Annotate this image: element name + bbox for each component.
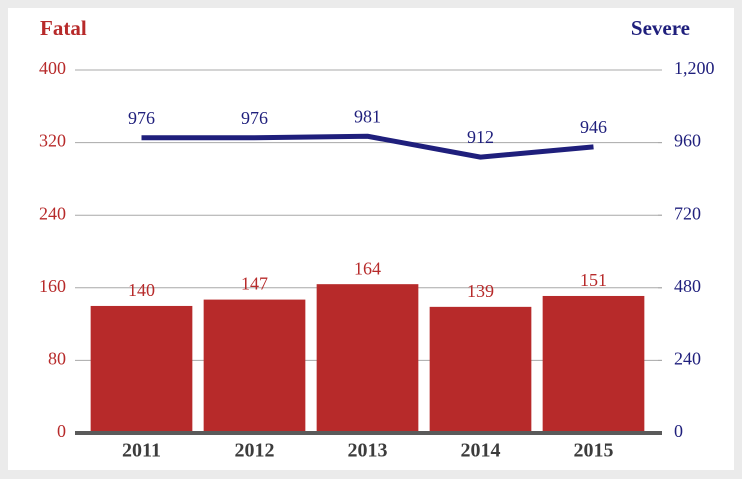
bar	[542, 295, 645, 433]
line-value-label: 912	[467, 127, 494, 147]
y2-tick-label: 240	[674, 349, 701, 369]
bar	[90, 305, 193, 433]
line-value-label: 976	[241, 108, 268, 128]
bar	[316, 284, 419, 433]
y-tick-label: 320	[39, 131, 66, 151]
x-tick-label: 2015	[574, 440, 614, 462]
bar-value-label: 139	[467, 281, 494, 301]
y-tick-label: 400	[39, 58, 66, 78]
y2-tick-label: 0	[674, 421, 683, 441]
x-tick-label: 2014	[461, 440, 501, 462]
line-value-label: 946	[580, 117, 607, 137]
y-tick-label: 80	[48, 349, 66, 369]
bar	[203, 299, 306, 433]
y2-tick-label: 480	[674, 276, 701, 296]
x-tick-label: 2013	[348, 440, 388, 462]
line-value-label: 976	[128, 108, 155, 128]
y-axis-label: Fatal	[40, 16, 87, 40]
bar-value-label: 151	[580, 270, 607, 290]
y2-axis-label: Severe	[631, 16, 690, 40]
bar-value-label: 147	[241, 274, 268, 294]
y2-tick-label: 1,200	[674, 58, 715, 78]
y2-tick-label: 960	[674, 131, 701, 151]
bar-value-label: 164	[354, 258, 381, 278]
x-tick-label: 2011	[122, 440, 161, 462]
line-value-label: 981	[354, 106, 381, 126]
x-tick-label: 2012	[235, 440, 275, 462]
y-tick-label: 0	[57, 421, 66, 441]
bar-value-label: 140	[128, 280, 155, 300]
y-tick-label: 160	[39, 276, 66, 296]
y-tick-label: 240	[39, 203, 66, 223]
line	[141, 133, 594, 160]
bar	[429, 306, 532, 433]
y2-tick-label: 720	[674, 203, 701, 223]
